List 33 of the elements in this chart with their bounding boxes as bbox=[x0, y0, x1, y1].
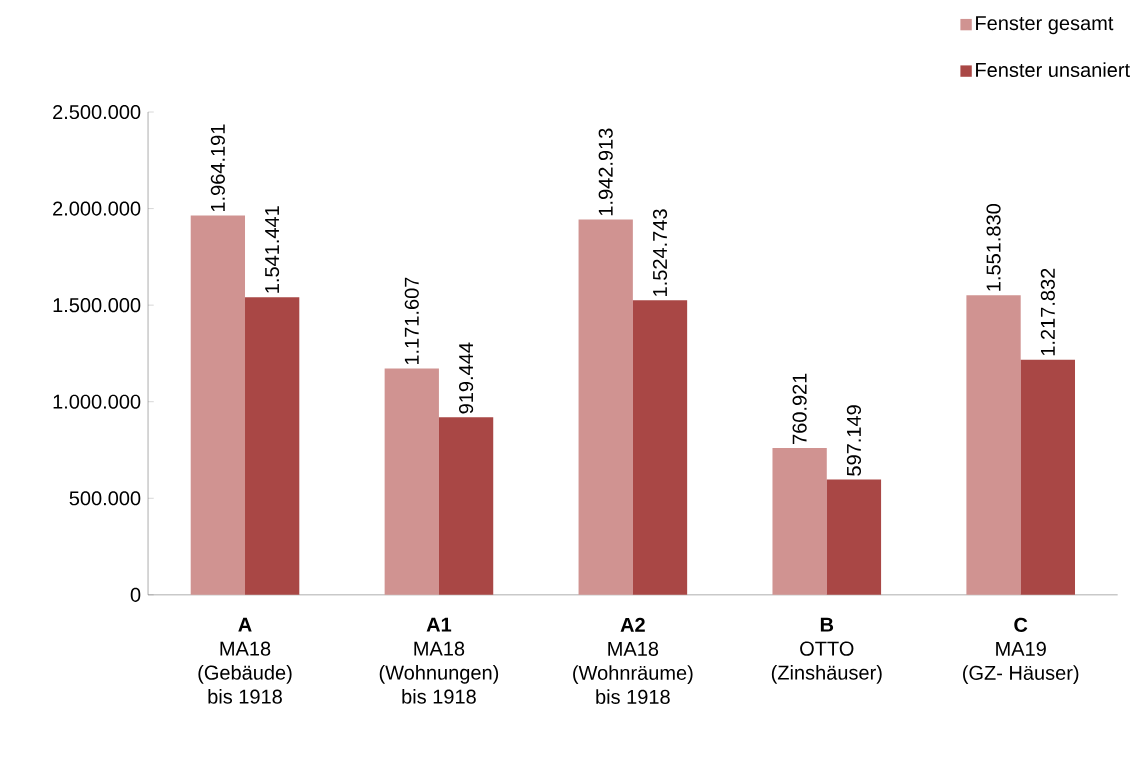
y-tick-label: 0 bbox=[130, 587, 141, 602]
y-tick-label: 1.000.000 bbox=[53, 394, 141, 409]
x-tick-label: A2 MA18 (Wohnräume) bis 1918 bbox=[573, 617, 693, 704]
x-tick-label: C MA19 (GZ- Häuser) bbox=[963, 617, 1079, 684]
x-tick-label: A MA18 (Gebäude) bis 1918 bbox=[198, 617, 292, 704]
bar bbox=[966, 295, 1021, 595]
bar bbox=[245, 297, 300, 595]
y-tick-label: 500.000 bbox=[69, 491, 141, 506]
data-label: 597.149 bbox=[846, 405, 862, 476]
data-label: 1.942.913 bbox=[598, 128, 613, 216]
data-label: 1.551.830 bbox=[986, 203, 1001, 291]
bar bbox=[384, 368, 439, 595]
legend-label: Fenster gesamt bbox=[976, 16, 1114, 35]
bar bbox=[772, 447, 827, 595]
bar bbox=[1020, 359, 1075, 595]
y-tick-label: 2.000.000 bbox=[53, 201, 141, 216]
bar bbox=[190, 215, 246, 595]
data-label: 1.217.832 bbox=[1040, 268, 1055, 356]
bar bbox=[826, 479, 882, 595]
x-tick-label: A1 MA18 (Wohnungen) bis 1918 bbox=[379, 617, 499, 704]
y-tick-label: 1.500.000 bbox=[53, 297, 141, 313]
data-label: 919.444 bbox=[458, 342, 474, 414]
y-tick-label: 2.500.000 bbox=[53, 104, 141, 119]
bar bbox=[632, 300, 688, 595]
data-label: 1.524.743 bbox=[652, 209, 668, 296]
data-label: 1.964.191 bbox=[210, 124, 225, 211]
bar bbox=[578, 219, 633, 595]
legend-label: Fenster unsaniert bbox=[976, 62, 1130, 77]
x-tick-label: B OTTO (Zinshäuser) bbox=[771, 617, 882, 684]
data-label: 1.541.441 bbox=[265, 206, 280, 293]
bar bbox=[438, 417, 494, 595]
data-label: 1.171.607 bbox=[404, 277, 419, 364]
data-label: 760.921 bbox=[792, 373, 807, 444]
